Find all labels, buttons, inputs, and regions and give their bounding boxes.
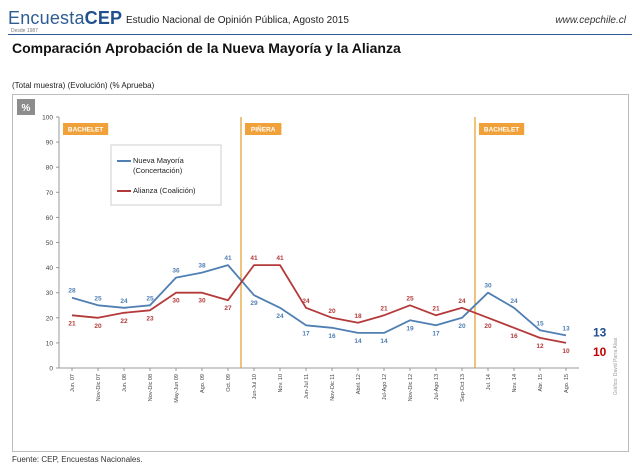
data-label: 13 <box>562 325 570 332</box>
y-tick-label: 40 <box>46 265 54 272</box>
period-badge-label: BACHELET <box>484 127 519 134</box>
study-name: Estudio Nacional de Opinión Pública, Ago… <box>126 15 349 26</box>
data-label: 30 <box>172 298 180 305</box>
data-label: 23 <box>146 315 154 322</box>
y-tick-label: 50 <box>46 240 54 247</box>
data-label: 22 <box>120 318 128 325</box>
chart-container: % 0 10 20 30 40 50 60 70 80 90 100 Jun. 07 Nov-Dic 07… <box>12 94 629 452</box>
x-tick-label: Jun. 08 <box>122 374 128 392</box>
x-tick-label: Jul. 14 <box>486 374 492 390</box>
series-line-alianza <box>71 264 567 344</box>
data-label: 17 <box>432 330 440 337</box>
data-label: 24 <box>302 298 310 305</box>
data-label: 25 <box>94 295 102 302</box>
x-tick-label: Abril. 12 <box>356 374 362 394</box>
period-badge <box>63 123 109 135</box>
data-label: 38 <box>198 263 206 270</box>
period-badge <box>245 123 282 135</box>
legend-label-nueva-sub: (Concertación) <box>133 166 183 175</box>
x-tick-label: Nov-Dic 11 <box>330 374 336 401</box>
chart-credit: Gráfico: David Parra Alias <box>613 337 619 395</box>
y-tick-label: 80 <box>46 165 54 172</box>
x-tick-label: Nov-Dic 08 <box>148 374 154 401</box>
data-label: 25 <box>406 295 414 302</box>
y-tick-label: 90 <box>46 140 54 147</box>
data-label: 10 <box>562 348 570 355</box>
end-label-nueva: 13 <box>593 325 607 339</box>
chart-subtitle: (Total muestra) (Evolución) (% Aprueba) <box>12 81 155 90</box>
data-label: 21 <box>68 320 76 327</box>
data-label: 14 <box>354 338 362 345</box>
x-tick-label: Jun. 07 <box>70 374 76 392</box>
legend-label-alianza: Alianza (Coalición) <box>133 186 196 195</box>
data-label: 20 <box>94 323 102 330</box>
y-tick-label: 0 <box>49 366 53 373</box>
data-label: 20 <box>328 308 336 315</box>
data-label: 24 <box>120 298 128 305</box>
data-label: 15 <box>536 320 544 327</box>
data-label: 28 <box>68 288 76 295</box>
x-tick-label: Sep-Oct 13 <box>460 374 466 402</box>
data-label: 20 <box>458 323 466 330</box>
legend-box <box>110 144 222 206</box>
x-tick-label: Ago. 09 <box>200 374 206 393</box>
brand-logo[interactable]: EncuestaCEP <box>8 8 123 28</box>
x-tick-label: Nov. 14 <box>512 374 518 393</box>
legend-label-nueva: Nueva Mayoría <box>133 156 185 165</box>
data-label: 27 <box>224 305 232 312</box>
data-label: 24 <box>458 298 466 305</box>
data-label: 41 <box>250 255 258 262</box>
y-tick-label: 20 <box>46 315 54 322</box>
x-tick-label: Nov. 10 <box>278 374 284 393</box>
header: EncuestaCEP Desde 1987 Estudio Nacional … <box>8 8 632 34</box>
x-tick-label: Ago. 15 <box>564 374 570 393</box>
x-tick-label: Jul-Ago 12 <box>382 374 388 400</box>
x-tick-label: Nov-Dic 07 <box>96 374 102 401</box>
y-tick-label: 60 <box>46 215 54 222</box>
percent-badge-label: % <box>22 103 31 114</box>
data-label: 41 <box>224 255 232 262</box>
percent-badge <box>17 99 35 115</box>
x-tick-label: Oct. 09 <box>226 374 232 392</box>
data-label: 29 <box>250 300 258 307</box>
data-label: 18 <box>354 313 362 320</box>
y-tick-label: 70 <box>46 190 54 197</box>
data-label: 21 <box>432 305 440 312</box>
data-label: 25 <box>146 295 154 302</box>
x-tick-label: May-Jun 09 <box>174 374 180 403</box>
site-link[interactable]: www.cepchile.cl <box>555 15 626 26</box>
x-tick-label: Jun-Jul 10 <box>252 374 258 399</box>
data-label: 20 <box>484 323 492 330</box>
data-label: 21 <box>380 305 388 312</box>
brand-tagline: Desde 1987 <box>11 28 38 34</box>
source-note: Fuente: CEP, Encuestas Nacionales. <box>12 455 143 464</box>
data-label: 16 <box>510 333 518 340</box>
period-badge-label: BACHELET <box>68 127 103 134</box>
period-badge <box>479 123 525 135</box>
x-tick-label: Jul-Ago 13 <box>434 374 440 400</box>
page-title: Comparación Aprobación de la Nueva Mayor… <box>12 40 401 56</box>
data-label: 16 <box>328 333 336 340</box>
y-tick-label: 100 <box>42 115 53 122</box>
data-label: 14 <box>380 338 388 345</box>
data-label: 30 <box>198 298 206 305</box>
end-label-alianza: 10 <box>593 345 607 359</box>
data-label: 19 <box>406 325 414 332</box>
data-label: 30 <box>484 283 492 290</box>
y-tick-label: 10 <box>46 340 54 347</box>
x-tick-label: Abr. 15 <box>538 374 544 391</box>
x-tick-label: Jun-Jul 11 <box>304 374 310 399</box>
data-label: 12 <box>536 343 544 350</box>
series-line-nueva <box>71 264 567 337</box>
data-label: 36 <box>172 268 180 275</box>
data-label: 24 <box>510 298 518 305</box>
x-tick-label: Nov-Dic 12 <box>408 374 414 401</box>
period-badge-label: PIÑERA <box>251 125 276 134</box>
data-label: 41 <box>276 255 284 262</box>
y-tick-label: 30 <box>46 290 54 297</box>
line-chart: % 0 10 20 30 40 50 60 70 80 90 100 Jun. 07 Nov-Dic 07… <box>17 99 619 403</box>
data-label: 24 <box>276 313 284 320</box>
data-label: 17 <box>302 330 310 337</box>
header-divider <box>8 34 632 35</box>
